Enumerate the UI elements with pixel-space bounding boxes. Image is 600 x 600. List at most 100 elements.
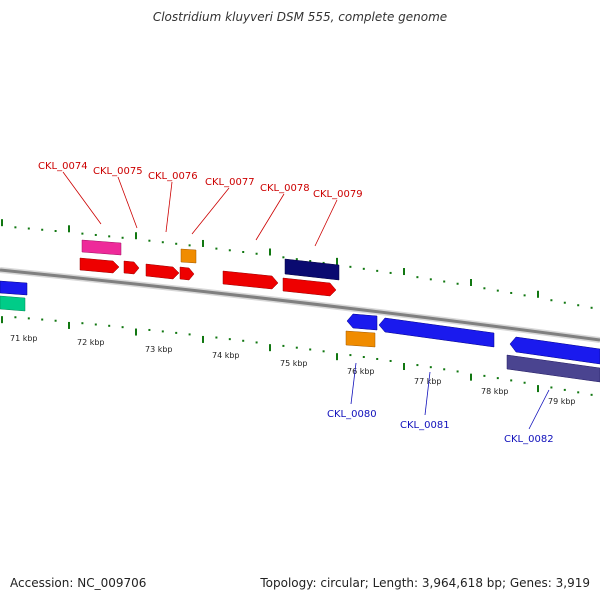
minor-tick	[322, 350, 325, 353]
minor-tick	[362, 356, 365, 359]
minor-tick	[577, 391, 580, 394]
minor-tick	[309, 260, 312, 263]
gene-label-ckl-0081[interactable]: CKL_0081	[400, 420, 450, 431]
gene-arrow-orange	[180, 248, 197, 264]
tick-label: 78 kbp	[481, 387, 509, 396]
gene-arrow-blue	[378, 317, 495, 348]
major-tick	[470, 279, 472, 287]
minor-tick	[376, 357, 379, 360]
accession-text: Accession: NC_009706	[10, 576, 147, 590]
major-tick	[403, 268, 405, 276]
minor-tick	[483, 287, 486, 290]
gene-label-ckl-0080[interactable]: CKL_0080	[327, 409, 377, 420]
major-tick	[135, 328, 137, 336]
gene-label-ckl-0074[interactable]: CKL_0074	[38, 161, 88, 172]
minor-tick	[563, 388, 566, 391]
minor-tick	[228, 249, 231, 252]
minor-tick	[161, 241, 164, 244]
minor-tick	[255, 252, 258, 255]
minor-tick	[188, 333, 191, 336]
reverse-genes	[0, 280, 600, 383]
minor-tick	[362, 267, 365, 270]
major-tick	[68, 225, 70, 233]
minor-tick	[228, 338, 231, 341]
major-tick	[135, 232, 137, 240]
minor-tick	[590, 306, 593, 309]
minor-tick	[255, 341, 258, 344]
minor-tick	[54, 230, 57, 233]
minor-tick	[376, 269, 379, 272]
major-tick	[470, 373, 472, 381]
gene-arrow-blue	[509, 336, 600, 365]
minor-tick	[550, 299, 553, 302]
minor-tick	[295, 346, 298, 349]
gene-arrow-red	[79, 257, 120, 274]
minor-tick	[282, 256, 285, 259]
kbp-labels: 71 kbp 72 kbp 73 kbp 74 kbp 75 kbp 76 kb…	[10, 334, 576, 406]
minor-tick	[108, 324, 111, 327]
minor-tick	[443, 368, 446, 371]
minor-tick	[443, 280, 446, 283]
minor-tick	[14, 226, 17, 229]
major-tick	[202, 239, 204, 247]
gene-label-ckl-0082[interactable]: CKL_0082	[504, 434, 554, 445]
gene-label-ckl-0078[interactable]: CKL_0078	[260, 183, 310, 194]
gene-label-ckl-0075[interactable]: CKL_0075	[93, 166, 143, 177]
minor-tick	[148, 239, 151, 242]
minor-tick	[295, 258, 298, 261]
minor-tick	[41, 228, 44, 231]
gene-label-ckl-0079[interactable]: CKL_0079	[313, 189, 363, 200]
gene-label-ckl-0077[interactable]: CKL_0077	[205, 177, 255, 188]
minor-tick	[94, 323, 97, 326]
gene-label-ckl-0076[interactable]: CKL_0076	[148, 171, 198, 182]
inner-tick-ring	[1, 316, 593, 396]
tick-label: 77 kbp	[414, 377, 442, 386]
minor-tick	[510, 291, 513, 294]
minor-tick	[108, 235, 111, 238]
gene-arrow-slate	[506, 354, 600, 383]
gene-arrow-teal	[0, 295, 26, 312]
minor-tick	[349, 354, 352, 357]
minor-tick	[429, 366, 432, 369]
tick-label: 74 kbp	[212, 351, 240, 360]
major-tick	[336, 353, 338, 361]
minor-tick	[523, 381, 526, 384]
minor-tick	[496, 377, 499, 380]
tick-label: 72 kbp	[77, 338, 105, 347]
minor-tick	[188, 244, 191, 247]
minor-tick	[175, 242, 178, 245]
tick-label: 76 kbp	[347, 367, 375, 376]
gene-arrow-red	[222, 270, 279, 290]
forward-genes	[79, 239, 340, 297]
minor-tick	[175, 331, 178, 334]
minor-tick	[242, 250, 245, 253]
major-tick	[336, 257, 338, 265]
tick-label: 75 kbp	[280, 359, 308, 368]
minor-tick	[483, 374, 486, 377]
minor-tick	[215, 336, 218, 339]
minor-tick	[27, 227, 30, 230]
minor-tick	[148, 328, 151, 331]
minor-tick	[429, 278, 432, 281]
minor-tick	[121, 236, 124, 239]
minor-tick	[242, 339, 245, 342]
gene-arrow-navy	[284, 258, 340, 281]
minor-tick	[496, 289, 499, 292]
tick-label: 71 kbp	[10, 334, 38, 343]
minor-tick	[161, 330, 164, 333]
minor-tick	[322, 261, 325, 264]
major-tick	[1, 219, 3, 227]
top-leader-lines	[62, 171, 338, 247]
gene-arrow-red	[123, 260, 140, 275]
minor-tick	[54, 319, 57, 322]
genome-title: Clostridium kluyveri DSM 555, complete g…	[152, 10, 448, 24]
major-tick	[537, 290, 539, 298]
minor-tick	[121, 326, 124, 329]
minor-tick	[349, 265, 352, 268]
minor-tick	[456, 370, 459, 373]
minor-tick	[309, 348, 312, 351]
genome-summary-text: Topology: circular; Length: 3,964,618 bp…	[260, 576, 590, 590]
gene-arrow-blue	[346, 313, 378, 331]
minor-tick	[94, 233, 97, 236]
